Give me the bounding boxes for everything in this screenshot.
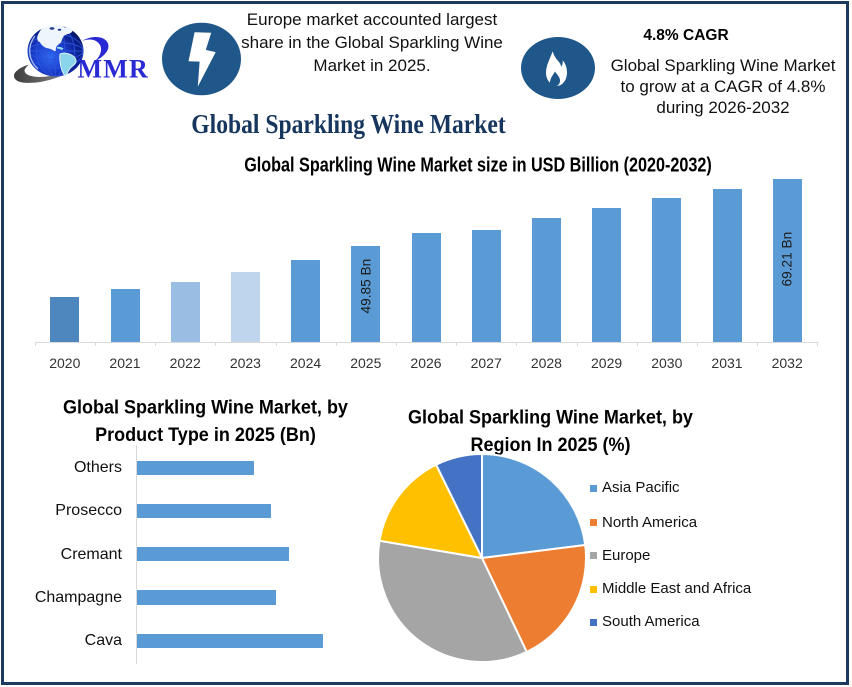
svg-text:MMR: MMR [78, 55, 149, 84]
